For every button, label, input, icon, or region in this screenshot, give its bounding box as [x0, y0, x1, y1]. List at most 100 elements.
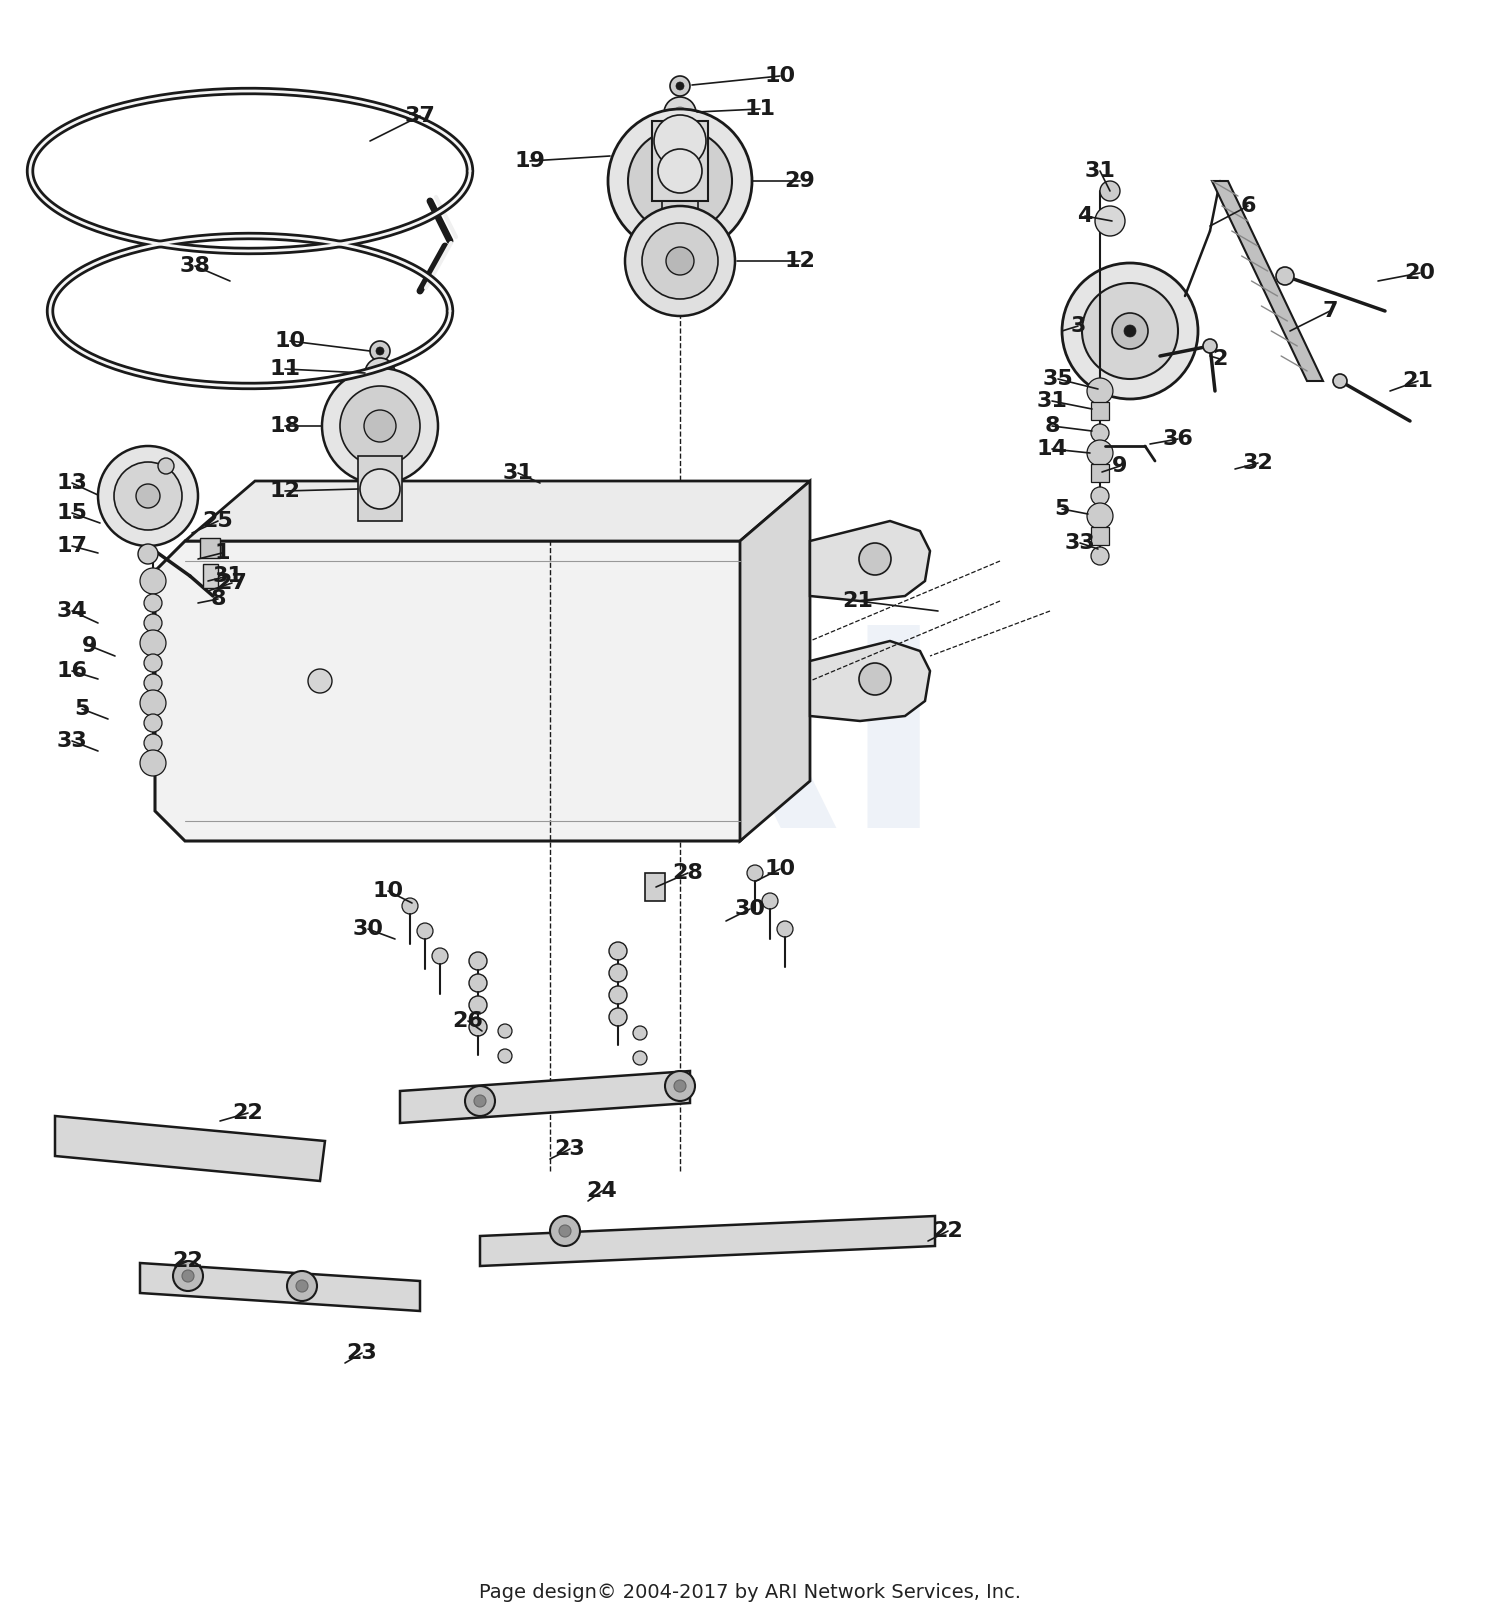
- Circle shape: [370, 340, 390, 361]
- Circle shape: [609, 964, 627, 982]
- Circle shape: [1090, 425, 1108, 443]
- Circle shape: [658, 159, 702, 203]
- Circle shape: [1090, 546, 1108, 566]
- Circle shape: [1203, 339, 1216, 353]
- Polygon shape: [154, 541, 770, 841]
- Circle shape: [674, 107, 686, 118]
- Circle shape: [182, 1269, 194, 1282]
- Text: 8: 8: [1044, 417, 1059, 436]
- Polygon shape: [810, 640, 930, 721]
- Polygon shape: [810, 520, 930, 601]
- Circle shape: [172, 1261, 202, 1290]
- Text: 10: 10: [274, 331, 306, 352]
- Circle shape: [1112, 313, 1148, 349]
- Circle shape: [642, 224, 718, 298]
- Circle shape: [322, 368, 438, 485]
- Circle shape: [432, 948, 448, 964]
- Text: 21: 21: [1402, 371, 1434, 391]
- Circle shape: [1334, 374, 1347, 387]
- Circle shape: [144, 653, 162, 673]
- Text: 9: 9: [1113, 456, 1128, 477]
- Circle shape: [654, 115, 706, 167]
- Circle shape: [609, 1008, 627, 1026]
- Text: 29: 29: [784, 170, 816, 191]
- Polygon shape: [1090, 464, 1108, 481]
- Circle shape: [114, 462, 182, 530]
- Text: 10: 10: [765, 66, 795, 86]
- Circle shape: [1100, 182, 1120, 201]
- Circle shape: [609, 986, 627, 1003]
- Polygon shape: [1090, 402, 1108, 420]
- Circle shape: [470, 974, 488, 992]
- Polygon shape: [740, 481, 810, 841]
- Polygon shape: [56, 1115, 326, 1182]
- Circle shape: [498, 1024, 512, 1037]
- Circle shape: [286, 1271, 316, 1302]
- Text: 30: 30: [735, 900, 765, 919]
- Circle shape: [1062, 263, 1198, 399]
- Text: 17: 17: [57, 537, 87, 556]
- Text: 35: 35: [1042, 370, 1074, 389]
- Polygon shape: [1212, 182, 1323, 381]
- Circle shape: [140, 691, 166, 716]
- Polygon shape: [645, 874, 664, 901]
- Circle shape: [859, 543, 891, 575]
- Circle shape: [375, 368, 386, 378]
- Circle shape: [1276, 267, 1294, 285]
- Text: 31: 31: [1036, 391, 1068, 412]
- Text: 10: 10: [765, 859, 795, 879]
- Circle shape: [474, 1096, 486, 1107]
- Circle shape: [465, 1086, 495, 1115]
- Text: 38: 38: [180, 256, 210, 276]
- Circle shape: [308, 669, 332, 694]
- Circle shape: [1090, 486, 1108, 506]
- Text: 22: 22: [172, 1251, 204, 1271]
- Circle shape: [633, 1026, 646, 1041]
- Text: 5: 5: [75, 699, 90, 720]
- Circle shape: [402, 898, 418, 914]
- Text: 22: 22: [933, 1221, 963, 1242]
- Text: 12: 12: [784, 251, 816, 271]
- Circle shape: [498, 1049, 512, 1063]
- Circle shape: [777, 921, 794, 937]
- Text: 18: 18: [270, 417, 300, 436]
- Text: 13: 13: [57, 473, 87, 493]
- Circle shape: [140, 631, 166, 657]
- Polygon shape: [652, 122, 708, 201]
- Text: 2: 2: [1212, 349, 1227, 370]
- Circle shape: [664, 97, 696, 130]
- Text: 23: 23: [555, 1140, 585, 1159]
- Text: 6: 6: [1240, 196, 1256, 216]
- Circle shape: [296, 1281, 307, 1292]
- Text: 9: 9: [82, 635, 98, 657]
- Polygon shape: [358, 456, 402, 520]
- Text: 22: 22: [232, 1102, 264, 1123]
- Circle shape: [364, 410, 396, 443]
- Text: 28: 28: [672, 862, 704, 883]
- Circle shape: [140, 751, 166, 776]
- Circle shape: [376, 347, 384, 355]
- Text: 24: 24: [586, 1182, 618, 1201]
- Text: Page design© 2004-2017 by ARI Network Services, Inc.: Page design© 2004-2017 by ARI Network Se…: [478, 1584, 1022, 1603]
- Text: 11: 11: [270, 358, 300, 379]
- Circle shape: [664, 1071, 694, 1101]
- Text: 32: 32: [1242, 452, 1274, 473]
- Circle shape: [470, 1018, 488, 1036]
- Text: 31: 31: [1084, 160, 1116, 182]
- Circle shape: [140, 567, 166, 593]
- Text: 31: 31: [213, 566, 243, 587]
- Circle shape: [470, 995, 488, 1015]
- Circle shape: [666, 246, 694, 276]
- Circle shape: [626, 206, 735, 316]
- Text: 4: 4: [1077, 206, 1092, 225]
- Text: 11: 11: [744, 99, 776, 118]
- Text: 8: 8: [210, 588, 225, 609]
- Circle shape: [1088, 378, 1113, 404]
- Text: 7: 7: [1323, 302, 1338, 321]
- Polygon shape: [202, 564, 217, 588]
- Text: 26: 26: [453, 1012, 483, 1031]
- Circle shape: [672, 173, 688, 190]
- Polygon shape: [662, 201, 698, 280]
- Text: 30: 30: [352, 919, 384, 939]
- Text: 33: 33: [1065, 533, 1095, 553]
